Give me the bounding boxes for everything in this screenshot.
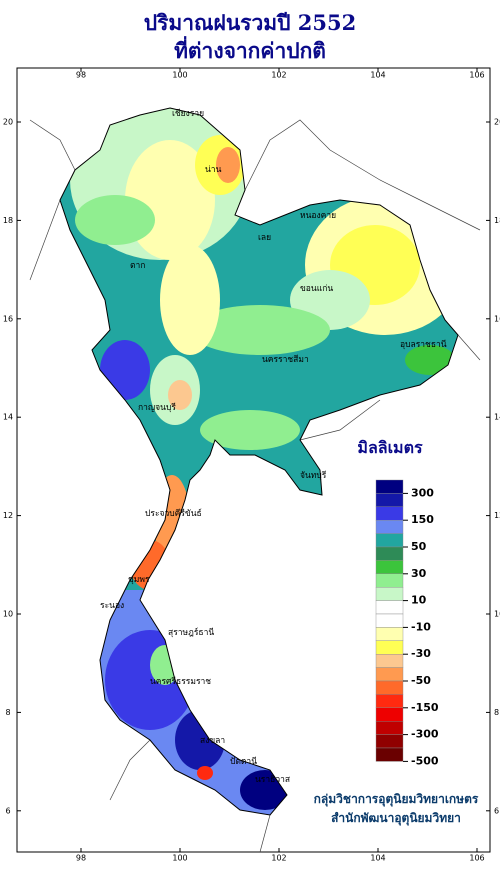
y-tick-label: 16 — [3, 314, 13, 323]
x-tick-label: 100 — [172, 71, 187, 80]
legend-swatch — [375, 747, 404, 762]
legend-swatch — [375, 707, 404, 722]
x-tick-label: 104 — [370, 854, 385, 863]
place-label: นครศรีธรรมราช — [150, 676, 211, 687]
place-label: เลย — [258, 233, 271, 243]
place-label: สุราษฎร์ธานี — [168, 627, 214, 638]
place-label: นราธิวาส — [255, 775, 291, 785]
y-tick-label: 14 — [494, 413, 500, 422]
place-label: ชุมพร — [128, 575, 150, 585]
legend-label: 10 — [411, 594, 427, 607]
place-label: จันทบุรี — [300, 470, 327, 481]
title-line: ที่ต่างจากค่าปกติ — [174, 35, 326, 63]
place-label: ระนอง — [100, 601, 124, 611]
place-label: หนองคาย — [300, 211, 336, 221]
legend-label: -500 — [411, 754, 439, 767]
map-frame — [16, 67, 491, 853]
x-tick-label: 106 — [469, 71, 484, 80]
y-tick-label: 8 — [5, 708, 10, 717]
title-line: ปริมาณฝนรวมปี 2552 — [144, 10, 356, 35]
legend-label: 50 — [411, 540, 427, 553]
x-tick-label: 102 — [271, 71, 286, 80]
x-tick-label: 100 — [172, 854, 187, 863]
y-tick-label: 10 — [3, 610, 13, 619]
legend-label: -300 — [411, 728, 439, 741]
legend-label: -10 — [411, 620, 431, 633]
legend-swatch — [375, 667, 404, 682]
y-tick-label: 20 — [494, 118, 500, 127]
y-tick-label: 14 — [3, 413, 13, 422]
y-tick-label: 12 — [494, 511, 500, 520]
legend-swatch — [375, 640, 404, 655]
credit-line: สำนักพัฒนาอุตุนิยมวิทยา — [331, 811, 461, 826]
y-tick-label: 6 — [494, 806, 499, 815]
y-tick-label: 8 — [494, 708, 499, 717]
place-label: นครราชสีมา — [262, 354, 309, 365]
place-label: สงขลา — [200, 736, 225, 746]
legend-swatch — [375, 546, 404, 561]
legend-label: -30 — [411, 647, 431, 660]
y-tick-label: 10 — [494, 610, 500, 619]
legend-swatch — [375, 694, 404, 709]
legend-swatch — [375, 520, 404, 534]
legend-swatch — [375, 613, 404, 628]
place-label: อุบลราชธานี — [400, 339, 447, 350]
legend-swatch — [375, 600, 404, 615]
legend-swatch — [375, 479, 404, 494]
legend-swatch — [375, 680, 404, 695]
legend-swatch — [375, 627, 404, 642]
legend-swatch — [375, 493, 404, 507]
place-label: เชียงราย — [172, 108, 204, 119]
legend-label: 150 — [411, 513, 434, 526]
place-label: ขอนแก่น — [300, 284, 333, 294]
x-tick-label: 98 — [76, 71, 86, 80]
legend-label: 300 — [411, 486, 434, 499]
y-tick-label: 6 — [5, 806, 10, 815]
place-label: กาญจนบุรี — [138, 402, 176, 413]
legend-label: 30 — [411, 567, 427, 580]
legend-unit: มิลลิเมตร — [357, 438, 423, 457]
x-tick-label: 102 — [271, 854, 286, 863]
neighbor-borders — [29, 119, 481, 853]
y-tick-label: 20 — [3, 118, 13, 127]
place-labels: เชียงราย น่าน เลย หนองคาย ขอนแก่น นครราช… — [100, 108, 447, 785]
y-tick-label: 16 — [494, 314, 500, 323]
y-tick-label: 18 — [494, 216, 500, 225]
legend-swatch — [375, 560, 404, 575]
x-tick-label: 106 — [469, 854, 484, 863]
legend-swatch — [375, 533, 404, 548]
legend-swatch — [375, 573, 404, 588]
x-tick-label: 104 — [370, 71, 385, 80]
x-tick-label: 98 — [76, 854, 86, 863]
y-tick-label: 18 — [3, 216, 13, 225]
legend-swatch — [375, 721, 404, 735]
legend-swatch — [375, 506, 404, 521]
place-label: ตาก — [130, 261, 145, 271]
legend-label: -150 — [411, 701, 439, 714]
place-label: น่าน — [205, 165, 222, 175]
place-label: ปัตตานี — [230, 756, 257, 767]
legend-swatch — [375, 587, 404, 601]
place-label: ประจวบคีรีขันธ์ — [145, 508, 202, 519]
credit-line: กลุ่มวิชาการอุตุนิยมวิทยาเกษตร — [314, 792, 479, 807]
legend-swatch — [375, 734, 404, 749]
y-tick-label: 12 — [3, 511, 13, 520]
legend-swatch — [375, 654, 404, 668]
legend-label: -50 — [411, 674, 431, 687]
